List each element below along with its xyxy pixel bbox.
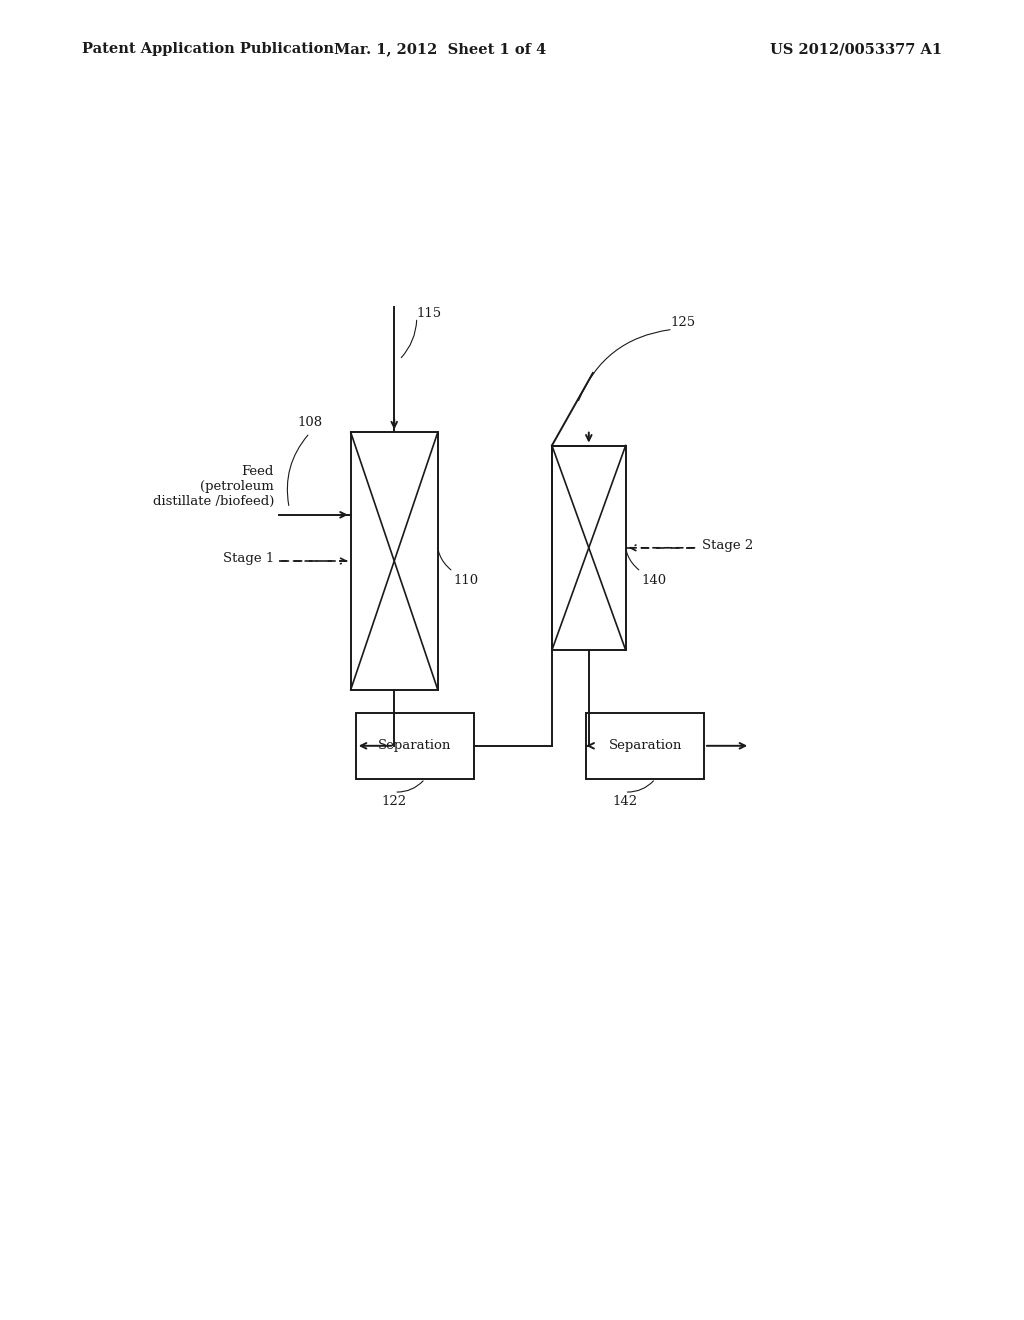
Text: US 2012/0053377 A1: US 2012/0053377 A1 [770,42,942,57]
Bar [350,433,438,689]
Text: 142: 142 [612,795,637,808]
Text: 110: 110 [453,574,478,587]
Text: Patent Application Publication: Patent Application Publication [82,42,334,57]
Text: 122: 122 [382,795,407,808]
Text: Separation: Separation [608,739,682,752]
Text: Stage 1: Stage 1 [222,552,274,565]
Text: Separation: Separation [378,739,452,752]
Text: 140: 140 [641,574,667,587]
Text: 108: 108 [297,416,323,429]
Bar [356,713,473,779]
Text: Stage 2: Stage 2 [702,539,754,552]
Bar [586,713,705,779]
Text: Mar. 1, 2012  Sheet 1 of 4: Mar. 1, 2012 Sheet 1 of 4 [334,42,547,57]
Bar [552,446,626,651]
Text: Feed
(petroleum
distillate /biofeed): Feed (petroleum distillate /biofeed) [153,465,274,508]
Text: 125: 125 [671,317,696,330]
Text: 115: 115 [417,308,442,321]
